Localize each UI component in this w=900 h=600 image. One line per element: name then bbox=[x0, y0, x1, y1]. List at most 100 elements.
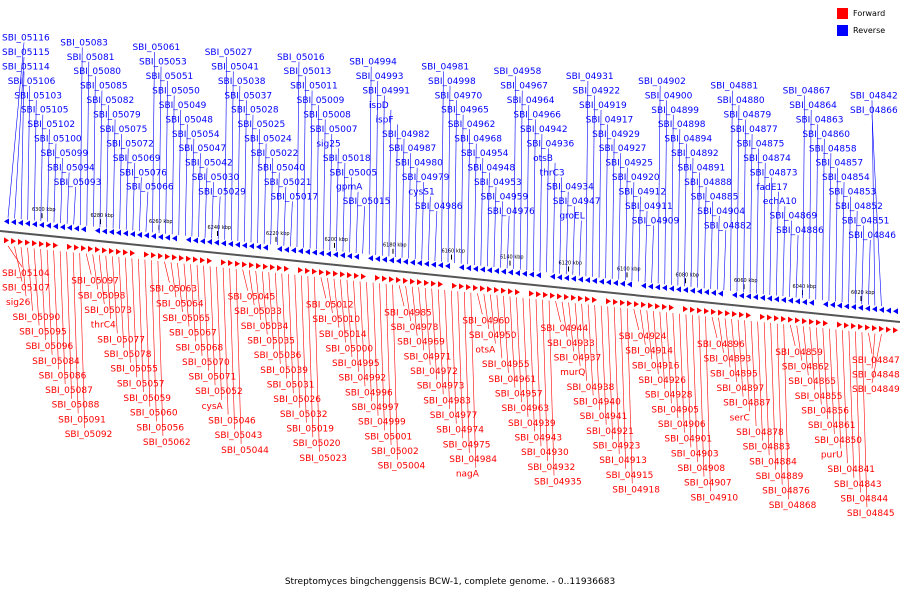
forward-gene-label: SBI_05077 bbox=[97, 335, 145, 345]
reverse-leader-line bbox=[493, 186, 497, 267]
forward-leader-line bbox=[203, 265, 209, 371]
reverse-gene-label: SBI_05069 bbox=[113, 154, 161, 164]
forward-leader-line bbox=[431, 288, 438, 380]
reverse-gene-label: SBI_04962 bbox=[448, 120, 496, 130]
reverse-gene-arrow bbox=[4, 218, 9, 225]
forward-leader-line bbox=[503, 295, 509, 373]
scale-label: 6260 kbp bbox=[149, 219, 173, 225]
forward-gene-label: SBI_04963 bbox=[501, 404, 549, 414]
reverse-gene-label: SBI_04968 bbox=[454, 135, 502, 145]
reverse-leader-line bbox=[322, 119, 326, 250]
forward-leader-line bbox=[542, 299, 548, 461]
forward-gene-label: SBI_04984 bbox=[449, 455, 497, 465]
reverse-gene-arrow bbox=[823, 301, 828, 308]
forward-gene-arrow bbox=[886, 326, 891, 333]
forward-leader-line bbox=[581, 303, 587, 381]
forward-gene-arrow bbox=[648, 302, 653, 309]
forward-gene-arrow bbox=[613, 298, 618, 305]
forward-leader-line bbox=[509, 296, 516, 388]
reverse-gene-arrow bbox=[11, 219, 16, 226]
forward-leader-line bbox=[372, 282, 379, 416]
reverse-leader-line bbox=[66, 172, 70, 224]
forward-leader-line bbox=[450, 290, 457, 424]
forward-gene-label: SBI_04995 bbox=[332, 359, 380, 369]
reverse-gene-label: SBI_04993 bbox=[356, 72, 404, 82]
reverse-gene-arrow bbox=[445, 262, 450, 269]
reverse-gene-arrow bbox=[459, 264, 464, 271]
forward-gene-label: SBI_05078 bbox=[104, 350, 152, 360]
reverse-gene-arrow bbox=[578, 276, 583, 283]
reverse-leader-line bbox=[368, 66, 372, 255]
forward-gene-arrow bbox=[690, 306, 695, 313]
reverse-gene-arrow bbox=[221, 240, 226, 247]
forward-leader-line bbox=[196, 264, 203, 356]
forward-gene-label: SBI_04907 bbox=[684, 479, 732, 489]
reverse-gene-arrow bbox=[592, 277, 597, 284]
reverse-leader-line bbox=[467, 129, 471, 265]
reverse-gene-arrow bbox=[123, 230, 128, 237]
reverse-gene-label: SBI_04981 bbox=[421, 62, 469, 72]
reverse-leader-line bbox=[427, 196, 431, 261]
reverse-leader-line bbox=[355, 191, 359, 254]
reverse-gene-label: ispF bbox=[375, 115, 393, 125]
reverse-leader-line bbox=[487, 172, 490, 267]
forward-leader-line bbox=[33, 248, 40, 326]
reverse-gene-arrow bbox=[382, 256, 387, 263]
forward-gene-arrow bbox=[823, 320, 828, 327]
forward-leader-line bbox=[418, 287, 424, 351]
forward-leader-line bbox=[568, 302, 574, 352]
forward-leader-line bbox=[59, 251, 66, 385]
forward-gene-label: SBI_04921 bbox=[586, 427, 634, 437]
scale-label: 6060 kbp bbox=[734, 278, 758, 284]
reverse-gene-label: SBI_05076 bbox=[119, 168, 167, 178]
forward-gene-arrow bbox=[67, 243, 72, 250]
forward-gene-arrow bbox=[578, 295, 583, 302]
forward-leader-line bbox=[190, 264, 196, 342]
reverse-gene-arrow bbox=[277, 246, 282, 253]
reverse-gene-arrow bbox=[263, 244, 268, 251]
forward-leader-line bbox=[802, 326, 809, 376]
forward-gene-arrow bbox=[480, 285, 485, 292]
reverse-gene-label: SBI_05115 bbox=[2, 48, 50, 58]
forward-gene-label: SBI_04848 bbox=[852, 370, 900, 380]
reverse-gene-arrow bbox=[809, 299, 814, 306]
reverse-gene-label: SBI_04853 bbox=[829, 188, 877, 198]
reverse-gene-label: SBI_05016 bbox=[277, 53, 325, 63]
reverse-gene-label: SBI_04880 bbox=[717, 96, 765, 106]
reverse-gene-label: SBI_05015 bbox=[343, 197, 391, 207]
forward-gene-arrow bbox=[74, 244, 79, 251]
forward-leader-line bbox=[848, 330, 855, 478]
reverse-gene-arrow bbox=[487, 267, 492, 274]
reverse-gene-arrow bbox=[529, 271, 534, 278]
forward-gene-label: SBI_04940 bbox=[573, 397, 621, 407]
forward-gene-label: SBI_05026 bbox=[273, 395, 321, 405]
forward-leader-line bbox=[255, 270, 262, 320]
forward-gene-label: SBI_04895 bbox=[710, 369, 758, 379]
forward-gene-arrow bbox=[634, 301, 639, 308]
forward-gene-arrow bbox=[816, 319, 821, 326]
reverse-gene-arrow bbox=[242, 242, 247, 249]
forward-gene-label: SBI_04943 bbox=[514, 434, 562, 444]
reverse-gene-label: SBI_04958 bbox=[494, 67, 542, 77]
reverse-gene-arrow bbox=[879, 306, 884, 313]
reverse-leader-line bbox=[565, 191, 569, 275]
reverse-gene-arrow bbox=[669, 285, 674, 292]
reverse-gene-label: echA10 bbox=[763, 197, 797, 207]
forward-leader-line bbox=[718, 317, 724, 353]
forward-gene-arrow bbox=[424, 279, 429, 286]
forward-leader-line bbox=[731, 318, 737, 382]
reverse-gene-arrow bbox=[403, 258, 408, 265]
forward-gene-label: SBI_05000 bbox=[325, 344, 373, 354]
forward-leader-line bbox=[385, 284, 392, 446]
forward-gene-label: SBI_04926 bbox=[638, 376, 686, 386]
forward-gene-label: SBI_04930 bbox=[521, 448, 569, 458]
forward-leader-line bbox=[698, 315, 705, 477]
forward-gene-label: SBI_04887 bbox=[723, 399, 771, 409]
reverse-gene-label: SBI_04953 bbox=[474, 178, 522, 188]
forward-gene-arrow bbox=[95, 246, 100, 253]
reverse-gene-arrow bbox=[130, 231, 135, 238]
reverse-leader-line bbox=[460, 114, 464, 264]
scale-label: 6300 kbp bbox=[32, 207, 56, 213]
forward-gene-label: SBI_05088 bbox=[52, 401, 100, 411]
forward-leader-line bbox=[92, 254, 99, 290]
